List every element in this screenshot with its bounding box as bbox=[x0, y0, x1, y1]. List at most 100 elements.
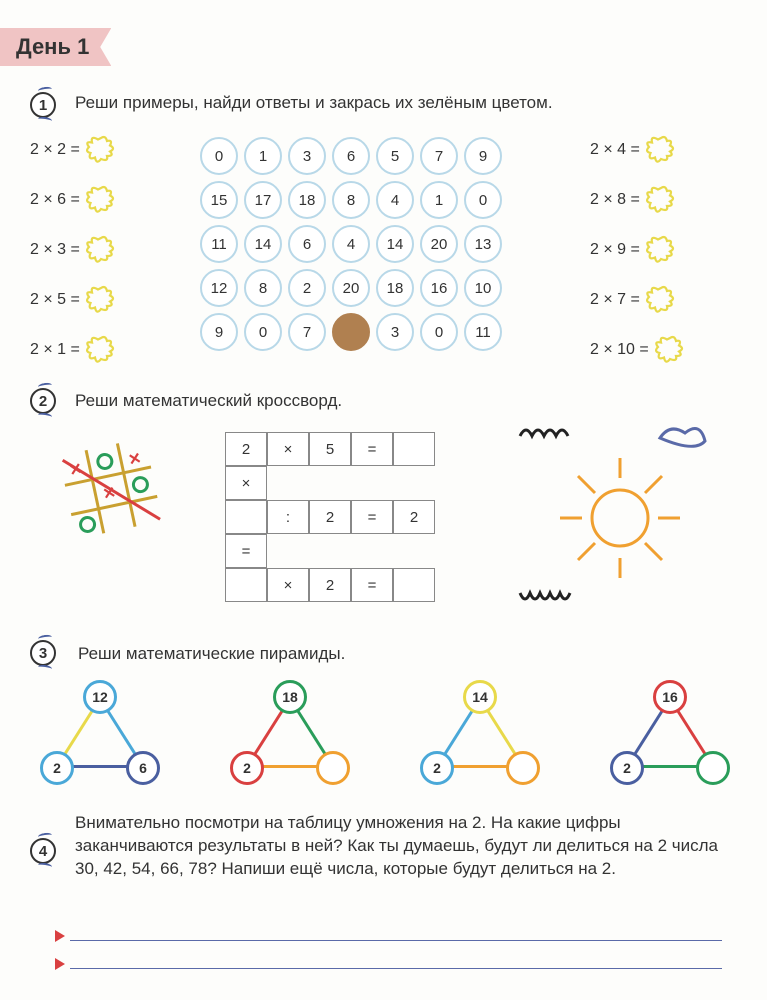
pyramid-top: 16 bbox=[653, 680, 687, 714]
answer-splotch[interactable] bbox=[655, 335, 685, 365]
pyramid-right[interactable] bbox=[506, 751, 540, 785]
number-cell[interactable]: 14 bbox=[376, 225, 414, 263]
number-cell[interactable]: 3 bbox=[376, 313, 414, 351]
task3-pyramids: 1226182142162 bbox=[40, 680, 730, 790]
task1-right-equations: 2 × 4 =2 × 8 =2 × 9 =2 × 7 =2 × 10 = bbox=[590, 135, 685, 365]
crossword-cell bbox=[267, 466, 309, 500]
number-cell[interactable]: 1 bbox=[244, 137, 282, 175]
answer-splotch[interactable] bbox=[86, 185, 116, 215]
task2-instruction: Реши математический кроссворд. bbox=[75, 390, 342, 413]
number-cell[interactable]: 10 bbox=[464, 269, 502, 307]
number-cell[interactable]: 2 bbox=[288, 269, 326, 307]
number-cell[interactable]: 11 bbox=[464, 313, 502, 351]
equation-row: 2 × 9 = bbox=[590, 235, 685, 265]
crossword-cell bbox=[351, 466, 393, 500]
equation-text: 2 × 8 = bbox=[590, 191, 640, 209]
crossword-cell[interactable] bbox=[393, 568, 435, 602]
number-cell[interactable]: 9 bbox=[200, 313, 238, 351]
crossword-cell: 2 bbox=[309, 568, 351, 602]
crossword-cell: = bbox=[351, 500, 393, 534]
number-cell[interactable]: 6 bbox=[332, 137, 370, 175]
task1-instruction: Реши примеры, найди ответы и закрась их … bbox=[75, 92, 553, 115]
crossword-cell: 2 bbox=[309, 500, 351, 534]
crossword-cell bbox=[393, 466, 435, 500]
crossword-cell bbox=[309, 466, 351, 500]
number-cell[interactable]: 20 bbox=[332, 269, 370, 307]
number-cell[interactable]: 8 bbox=[332, 181, 370, 219]
pyramid-left: 2 bbox=[610, 751, 644, 785]
equation-row: 2 × 10 = bbox=[590, 335, 685, 365]
equation-text: 2 × 9 = bbox=[590, 241, 640, 259]
answer-splotch[interactable] bbox=[86, 135, 116, 165]
crossword-cell[interactable] bbox=[393, 432, 435, 466]
number-cell[interactable]: 15 bbox=[200, 181, 238, 219]
crossword-cell: = bbox=[225, 534, 267, 568]
number-cell[interactable]: 7 bbox=[420, 137, 458, 175]
number-cell[interactable]: 18 bbox=[376, 269, 414, 307]
number-cell[interactable]: 0 bbox=[244, 313, 282, 351]
answer-splotch[interactable] bbox=[646, 185, 676, 215]
equation-text: 2 × 6 = bbox=[30, 191, 80, 209]
number-cell[interactable]: 13 bbox=[464, 225, 502, 263]
number-cell[interactable]: 1 bbox=[420, 181, 458, 219]
number-cell[interactable]: 0 bbox=[464, 181, 502, 219]
number-cell[interactable]: 3 bbox=[288, 137, 326, 175]
answer-splotch[interactable] bbox=[86, 335, 116, 365]
number-cell[interactable]: 17 bbox=[244, 181, 282, 219]
answer-marker-1 bbox=[55, 930, 65, 942]
number-cell[interactable]: 4 bbox=[376, 181, 414, 219]
task1-left-equations: 2 × 2 =2 × 6 =2 × 3 =2 × 5 =2 × 1 = bbox=[30, 135, 116, 365]
sun-doodle bbox=[510, 418, 740, 618]
number-cell[interactable]: 11 bbox=[200, 225, 238, 263]
pyramid-left: 2 bbox=[40, 751, 74, 785]
task4-instruction: Внимательно посмотри на таблицу умножени… bbox=[75, 812, 722, 881]
number-cell[interactable]: 16 bbox=[420, 269, 458, 307]
equation-row: 2 × 1 = bbox=[30, 335, 116, 365]
number-cell[interactable]: 9 bbox=[464, 137, 502, 175]
answer-line-2[interactable] bbox=[70, 968, 722, 969]
svg-text:×: × bbox=[127, 447, 143, 471]
equation-row: 2 × 2 = bbox=[30, 135, 116, 165]
crossword-cell bbox=[393, 534, 435, 568]
number-cell[interactable]: 6 bbox=[288, 225, 326, 263]
equation-text: 2 × 4 = bbox=[590, 141, 640, 159]
equation-row: 2 × 4 = bbox=[590, 135, 685, 165]
equation-text: 2 × 10 = bbox=[590, 341, 649, 359]
pyramid-right[interactable] bbox=[696, 751, 730, 785]
task2-crossword: 2×5=×:2=2=×2= bbox=[225, 432, 435, 602]
pyramid-right[interactable] bbox=[316, 751, 350, 785]
number-cell[interactable]: 20 bbox=[420, 225, 458, 263]
number-cell[interactable]: 12 bbox=[200, 269, 238, 307]
number-cell[interactable]: 8 bbox=[244, 269, 282, 307]
number-cell[interactable] bbox=[332, 313, 370, 351]
equation-text: 2 × 5 = bbox=[30, 291, 80, 309]
pyramid: 1226 bbox=[40, 680, 160, 790]
answer-splotch[interactable] bbox=[646, 285, 676, 315]
number-cell[interactable]: 18 bbox=[288, 181, 326, 219]
crossword-cell: × bbox=[225, 466, 267, 500]
number-cell[interactable]: 7 bbox=[288, 313, 326, 351]
answer-splotch[interactable] bbox=[86, 235, 116, 265]
number-cell[interactable]: 0 bbox=[200, 137, 238, 175]
number-cell[interactable]: 5 bbox=[376, 137, 414, 175]
crossword-cell bbox=[309, 534, 351, 568]
crossword-cell bbox=[351, 534, 393, 568]
number-cell[interactable]: 14 bbox=[244, 225, 282, 263]
number-cell[interactable]: 0 bbox=[420, 313, 458, 351]
crossword-cell: 2 bbox=[225, 432, 267, 466]
answer-splotch[interactable] bbox=[646, 235, 676, 265]
answer-splotch[interactable] bbox=[86, 285, 116, 315]
pyramid-top: 12 bbox=[83, 680, 117, 714]
crossword-cell[interactable] bbox=[225, 500, 267, 534]
pyramid-left: 2 bbox=[420, 751, 454, 785]
equation-text: 2 × 1 = bbox=[30, 341, 80, 359]
equation-row: 2 × 6 = bbox=[30, 185, 116, 215]
task-number-2: 2 bbox=[30, 388, 56, 414]
number-cell[interactable]: 4 bbox=[332, 225, 370, 263]
answer-splotch[interactable] bbox=[646, 135, 676, 165]
pyramid-top: 18 bbox=[273, 680, 307, 714]
answer-line-1[interactable] bbox=[70, 940, 722, 941]
crossword-cell[interactable] bbox=[225, 568, 267, 602]
equation-row: 2 × 5 = bbox=[30, 285, 116, 315]
crossword-cell: = bbox=[351, 432, 393, 466]
